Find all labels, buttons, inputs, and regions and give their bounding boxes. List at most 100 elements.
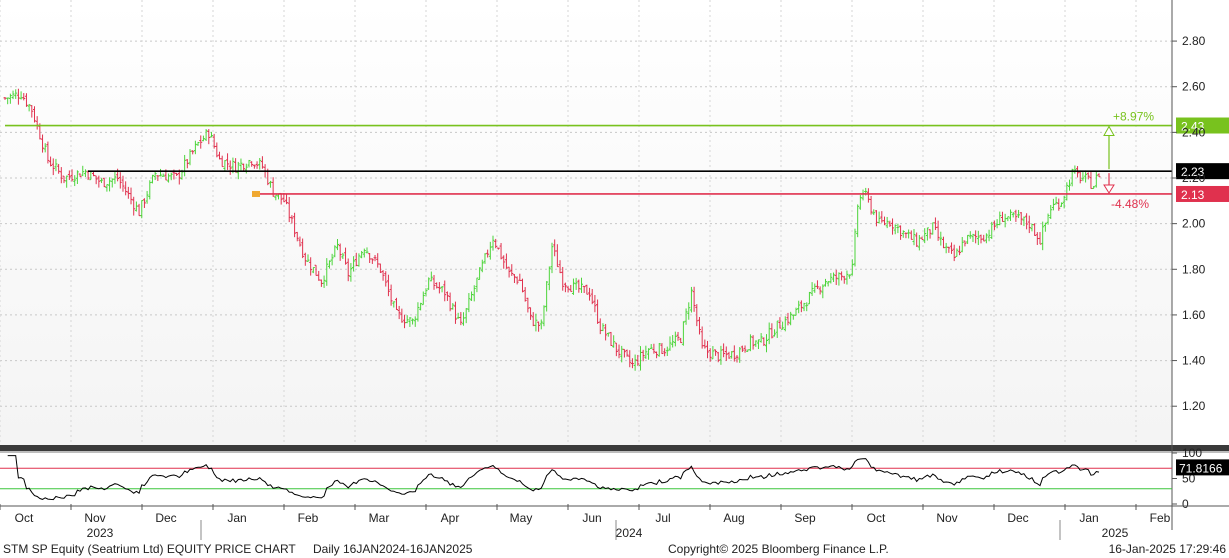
- price-bar: [547, 266, 551, 291]
- price-bar: [834, 269, 838, 285]
- price-bar: [209, 131, 213, 138]
- month-label: Jan: [227, 511, 246, 525]
- price-bar: [338, 243, 342, 261]
- price-bar: [1017, 209, 1021, 219]
- up-arrow-head: [1103, 125, 1115, 137]
- month-label: Mar: [369, 511, 390, 525]
- level-tag-lower: [1176, 185, 1229, 202]
- price-bar: [775, 320, 779, 338]
- price-bar: [950, 242, 954, 254]
- price-bar: [960, 237, 964, 253]
- price-bar: [679, 337, 683, 344]
- month-label: Dec: [1007, 511, 1028, 525]
- down-arrow-head: [1103, 184, 1115, 194]
- month-label: Feb: [298, 511, 319, 525]
- price-bar: [732, 345, 736, 362]
- price-bar: [293, 212, 297, 238]
- month-label: Jul: [655, 511, 670, 525]
- price-bar: [625, 349, 629, 357]
- price-bar: [49, 156, 53, 167]
- price-tick-label: 2.00: [1182, 217, 1206, 231]
- price-bar: [649, 344, 653, 349]
- price-bar: [8, 93, 12, 104]
- price-bar: [27, 103, 31, 112]
- price-bar: [1065, 182, 1069, 201]
- price-bar: [799, 300, 803, 313]
- rsi-tick-label: 0: [1182, 497, 1189, 511]
- price-bar: [920, 236, 924, 241]
- price-bar: [612, 335, 616, 348]
- price-bar: [628, 350, 632, 368]
- price-bar: [258, 157, 262, 170]
- level-value-current: 2.23: [1181, 165, 1205, 179]
- price-bar: [177, 169, 181, 185]
- price-bar: [684, 308, 688, 325]
- price-bar: [740, 345, 744, 352]
- price-bar: [676, 331, 680, 341]
- price-bar: [333, 245, 337, 258]
- month-label: Aug: [723, 511, 744, 525]
- price-bar: [885, 216, 889, 229]
- price-bar: [974, 230, 978, 244]
- price-bar: [411, 318, 415, 325]
- price-bar: [756, 339, 760, 350]
- price-bar: [893, 224, 897, 235]
- price-bar: [175, 172, 179, 176]
- price-bar: [427, 277, 431, 290]
- rsi-line: [7, 455, 1100, 501]
- price-bar: [365, 247, 369, 254]
- price-bar: [437, 282, 441, 294]
- price-bar: [397, 305, 401, 320]
- price-bar: [754, 340, 758, 347]
- price-bar: [850, 259, 854, 276]
- price-bar: [604, 323, 608, 341]
- price-bar: [153, 170, 157, 181]
- price-bar: [781, 321, 785, 330]
- month-label: Oct: [867, 511, 886, 525]
- price-bar: [207, 129, 211, 145]
- price-bar: [274, 194, 278, 201]
- price-bar: [848, 274, 852, 279]
- price-bar: [445, 291, 449, 301]
- price-bar: [145, 190, 149, 204]
- month-label: Jan: [1079, 511, 1098, 525]
- price-bar: [722, 343, 726, 358]
- price-bar: [802, 302, 806, 312]
- price-tick-label: 1.60: [1182, 308, 1206, 322]
- price-bar: [429, 271, 433, 282]
- price-bar: [671, 334, 675, 348]
- price-bar: [590, 289, 594, 305]
- price-bar: [41, 134, 45, 153]
- price-bar: [1094, 171, 1098, 188]
- price-bar: [400, 308, 404, 323]
- price-bar: [555, 244, 559, 268]
- price-bar: [405, 315, 409, 324]
- price-bar: [344, 247, 348, 265]
- price-bar: [534, 313, 538, 332]
- price-bar: [121, 175, 125, 192]
- price-bar: [346, 258, 350, 282]
- price-bar: [459, 312, 463, 326]
- price-bar: [708, 348, 712, 362]
- month-label: Nov: [84, 511, 105, 525]
- level-marker: [252, 190, 260, 197]
- price-bar: [644, 345, 648, 359]
- price-bar: [837, 272, 841, 286]
- price-bar: [247, 159, 251, 168]
- price-bar: [735, 355, 739, 363]
- price-bar: [687, 302, 691, 320]
- price-bar: [478, 267, 482, 280]
- price-bar: [545, 281, 549, 312]
- price-bar: [601, 323, 605, 332]
- price-bar: [743, 345, 747, 353]
- copyright-text: Copyright© 2025 Bloomberg Finance L.P.: [668, 542, 889, 556]
- price-bar: [909, 230, 913, 240]
- price-bar: [327, 260, 331, 269]
- price-bar: [408, 317, 412, 327]
- year-label: 2023: [87, 526, 114, 540]
- price-bar: [451, 303, 455, 310]
- price-bar: [939, 231, 943, 246]
- price-bar: [386, 274, 390, 297]
- price-bar: [789, 311, 793, 326]
- price-bar: [1009, 209, 1013, 221]
